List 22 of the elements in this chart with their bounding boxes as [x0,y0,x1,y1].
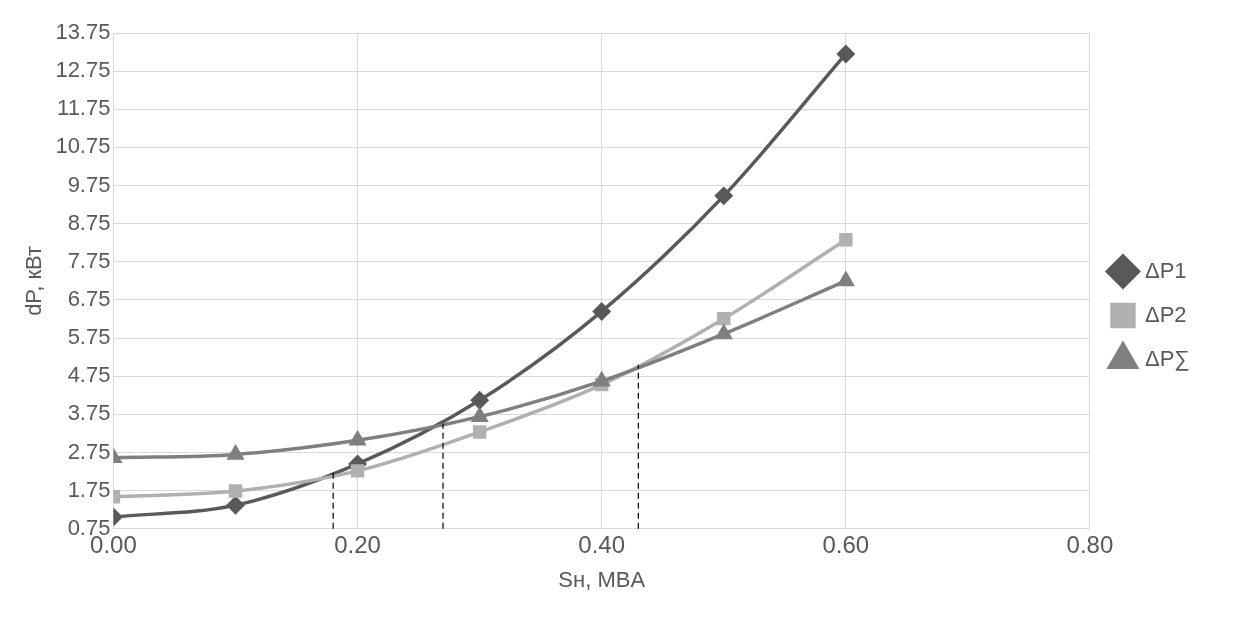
y-tick-label: 3.75 [67,400,111,426]
y-tick-label: 7.75 [67,247,111,273]
y-tick-label: 4.75 [67,362,111,388]
y-tick-label: 10.75 [55,133,111,159]
y-tick-label: 9.75 [67,171,111,197]
y-tick-label: 2.75 [67,438,111,464]
x-tick-label: 0.40 [578,530,626,558]
y-tick-label: 11.75 [57,95,111,121]
legend-label: ΔP1 [1144,257,1187,283]
y-tick-label: 8.75 [67,209,111,235]
legend-label: ΔP∑ [1144,345,1191,371]
x-tick-label: 0.60 [822,530,870,558]
x-axis-title: Sн, MBA [558,566,646,592]
y-tick-label: 12.75 [55,57,111,83]
y-tick-label: 5.75 [67,324,111,350]
y-tick-label: 1.75 [67,476,111,502]
legend-label: ΔP2 [1144,301,1187,327]
y-axis-title: dP, кВт [21,245,47,316]
x-tick-label: 0.80 [1066,530,1114,558]
y-tick-label: 6.75 [67,286,111,312]
y-tick-label: 13.75 [55,19,111,45]
x-tick-label: 0.20 [334,530,381,558]
